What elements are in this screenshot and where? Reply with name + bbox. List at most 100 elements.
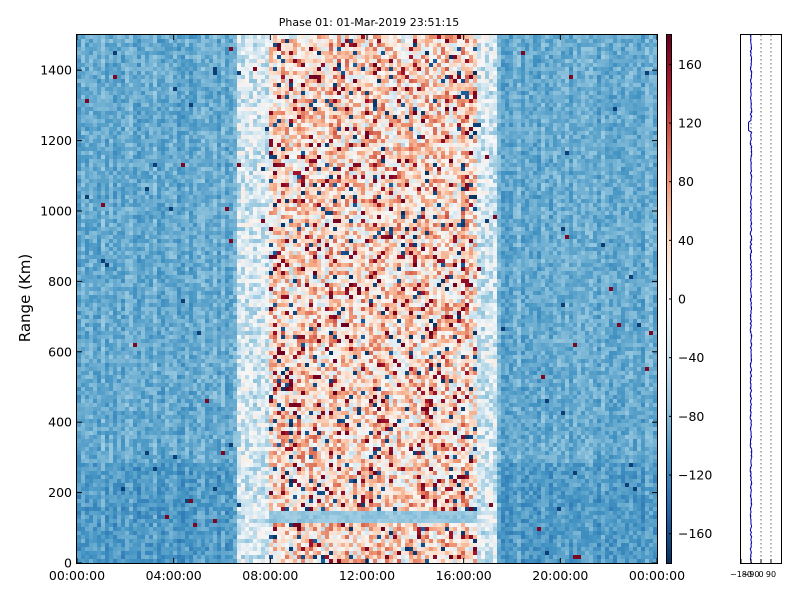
heatmap-cell bbox=[113, 35, 118, 40]
heatmap-cell bbox=[177, 423, 182, 428]
heatmap-cell bbox=[105, 263, 110, 268]
heatmap-cell bbox=[221, 147, 226, 152]
heatmap-cell bbox=[113, 431, 118, 436]
heatmap-cell bbox=[165, 363, 170, 368]
heatmap-cell bbox=[221, 99, 226, 104]
heatmap-cell bbox=[201, 347, 206, 352]
heatmap-cell bbox=[157, 55, 162, 60]
heatmap-cell bbox=[189, 443, 194, 448]
heatmap-cell bbox=[221, 35, 226, 40]
heatmap-cell bbox=[193, 443, 198, 448]
heatmap-cell bbox=[97, 119, 102, 124]
heatmap-cell bbox=[121, 355, 126, 360]
heatmap-cell bbox=[225, 51, 230, 56]
heatmap-cell bbox=[117, 223, 122, 228]
heatmap-cell bbox=[137, 143, 142, 148]
heatmap-cell bbox=[125, 51, 130, 56]
heatmap-cell bbox=[177, 503, 182, 508]
heatmap-cell bbox=[189, 483, 194, 488]
heatmap-cell bbox=[109, 195, 114, 200]
heatmap-cell bbox=[121, 399, 126, 404]
heatmap-cell bbox=[225, 391, 230, 396]
heatmap-cell bbox=[221, 299, 226, 304]
heatmap-cell bbox=[189, 35, 194, 40]
heatmap-cell bbox=[89, 163, 94, 168]
heatmap-cell bbox=[157, 255, 162, 260]
heatmap-cell bbox=[105, 335, 110, 340]
heatmap-cell bbox=[77, 167, 82, 172]
heatmap-cell bbox=[149, 351, 154, 356]
heatmap-cell bbox=[161, 295, 166, 300]
heatmap-cell bbox=[197, 351, 202, 356]
heatmap-cell bbox=[145, 291, 150, 296]
heatmap-cell bbox=[109, 99, 114, 104]
heatmap-cell bbox=[145, 283, 150, 288]
heatmap-cell bbox=[197, 347, 202, 352]
heatmap-cell bbox=[157, 471, 162, 476]
heatmap-cell bbox=[145, 259, 150, 264]
heatmap-cell bbox=[153, 271, 158, 276]
heatmap-cell bbox=[189, 235, 194, 240]
heatmap-cell bbox=[105, 39, 110, 44]
heatmap-cell bbox=[169, 243, 174, 248]
heatmap-cell bbox=[145, 399, 150, 404]
heatmap-cell bbox=[137, 247, 142, 252]
heatmap-cell bbox=[141, 507, 146, 512]
heatmap-cell bbox=[185, 183, 190, 188]
heatmap-cell bbox=[165, 435, 170, 440]
heatmap-cell bbox=[221, 483, 226, 488]
heatmap-cell bbox=[161, 555, 166, 560]
heatmap-cell bbox=[145, 431, 150, 436]
heatmap-cell bbox=[165, 227, 170, 232]
heatmap-cell bbox=[197, 519, 202, 524]
heatmap-cell bbox=[137, 499, 142, 504]
heatmap-cell bbox=[101, 99, 106, 104]
heatmap-cell bbox=[93, 399, 98, 404]
heatmap-cell bbox=[197, 463, 202, 468]
heatmap-cell bbox=[181, 155, 186, 160]
heatmap-cell bbox=[217, 283, 222, 288]
heatmap-cell bbox=[165, 291, 170, 296]
heatmap-cell bbox=[149, 43, 154, 48]
heatmap-cell bbox=[221, 399, 226, 404]
heatmap-cell bbox=[213, 475, 218, 480]
heatmap-cell bbox=[165, 419, 170, 424]
heatmap-cell bbox=[213, 295, 218, 300]
heatmap-cell bbox=[205, 543, 210, 548]
heatmap-cell bbox=[213, 319, 218, 324]
heatmap-cell bbox=[117, 291, 122, 296]
heatmap-cell bbox=[193, 331, 198, 336]
heatmap-cell bbox=[77, 283, 82, 288]
heatmap-cell bbox=[153, 279, 158, 284]
heatmap-cell bbox=[209, 343, 214, 348]
heatmap-cell bbox=[213, 327, 218, 332]
heatmap-cell bbox=[109, 531, 114, 536]
heatmap-cell bbox=[133, 183, 138, 188]
heatmap-cell bbox=[161, 235, 166, 240]
heatmap-cell bbox=[97, 203, 102, 208]
heatmap-cell bbox=[145, 143, 150, 148]
heatmap-cell bbox=[197, 263, 202, 268]
heatmap-cell bbox=[125, 423, 130, 428]
heatmap-cell bbox=[221, 199, 226, 204]
heatmap-cell bbox=[89, 59, 94, 64]
heatmap-cell bbox=[153, 135, 158, 140]
heatmap-cell bbox=[137, 55, 142, 60]
heatmap-cell bbox=[209, 299, 214, 304]
heatmap-cell bbox=[193, 423, 198, 428]
heatmap-cell bbox=[93, 427, 98, 432]
heatmap-cell bbox=[85, 403, 90, 408]
heatmap-cell bbox=[153, 395, 158, 400]
heatmap-cell bbox=[121, 555, 126, 560]
heatmap-cell bbox=[105, 95, 110, 100]
heatmap-cell bbox=[105, 55, 110, 60]
heatmap-cell bbox=[109, 307, 114, 312]
heatmap-cell bbox=[165, 307, 170, 312]
heatmap-cell bbox=[89, 291, 94, 296]
heatmap-cell bbox=[137, 331, 142, 336]
heatmap-cell bbox=[173, 459, 178, 464]
heatmap-cell bbox=[141, 483, 146, 488]
heatmap-cell bbox=[129, 419, 134, 424]
heatmap-cell bbox=[105, 495, 110, 500]
heatmap-cell bbox=[201, 519, 206, 524]
